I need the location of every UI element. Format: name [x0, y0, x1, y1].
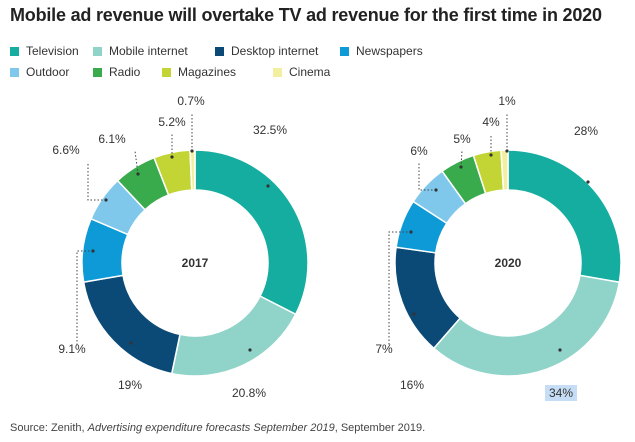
- data-label-outdoor: 6.6%: [52, 143, 80, 157]
- legend-item-television: Television: [10, 44, 79, 58]
- legend-swatch: [273, 68, 282, 77]
- source-publication: Advertising expenditure forecasts Septem…: [87, 422, 335, 434]
- legend-label: Cinema: [289, 65, 331, 79]
- label-dot: [434, 188, 438, 192]
- label-dot: [248, 348, 252, 352]
- label-dot: [412, 312, 416, 316]
- label-dot: [459, 165, 463, 169]
- slice-cinema: [189, 149, 196, 191]
- slice-mobile-internet: [432, 274, 621, 377]
- legend-swatch: [10, 68, 19, 77]
- donut-chart-2020: 2020 28% 34% 16% 7% 6% 5% 4% 1%: [375, 94, 622, 401]
- data-label-outdoor: 6%: [410, 144, 428, 158]
- label-highlight: [545, 385, 577, 401]
- slice-cinema: [500, 149, 509, 191]
- data-label-newspapers: 9.1%: [58, 342, 86, 356]
- legend-label: Desktop internet: [231, 44, 319, 58]
- legend-swatch: [10, 47, 19, 56]
- legend-swatch: [215, 47, 224, 56]
- legend-item-desktop-internet: Desktop internet: [215, 44, 318, 58]
- legend: Television Mobile internet Desktop inter…: [10, 44, 630, 84]
- leader-line: [134, 150, 139, 175]
- legend-label: Television: [26, 44, 79, 58]
- legend-swatch: [93, 47, 102, 56]
- leader-line: [87, 163, 106, 201]
- legend-item-radio: Radio: [93, 65, 140, 79]
- data-label-magazines: 5.2%: [158, 115, 186, 129]
- data-label-newspapers: 7%: [375, 342, 393, 356]
- label-dot: [558, 348, 562, 352]
- data-label-cinema: 0.7%: [177, 94, 205, 108]
- chart-center-label: 2020: [495, 256, 522, 270]
- legend-swatch: [162, 68, 171, 77]
- data-label-mobile-internet: 34%: [549, 386, 573, 400]
- label-dot: [170, 155, 174, 159]
- legend-item-outdoor: Outdoor: [10, 65, 69, 79]
- data-label-radio: 6.1%: [98, 132, 126, 146]
- leader-line: [388, 231, 411, 345]
- leader-line: [418, 163, 436, 191]
- chart-title: Mobile ad revenue will overtake TV ad re…: [10, 5, 602, 25]
- label-dot: [586, 180, 590, 184]
- label-dot: [409, 230, 413, 234]
- slice-desktop-internet: [82, 274, 181, 375]
- label-dot: [266, 184, 270, 188]
- slice-mobile-internet: [170, 295, 297, 377]
- legend-item-newspapers: Newspapers: [340, 44, 423, 58]
- data-label-television: 32.5%: [253, 123, 287, 137]
- data-label-desktop-internet: 16%: [400, 378, 424, 392]
- source-note: Source: Zenith, Advertising expenditure …: [10, 422, 426, 434]
- legend-item-cinema: Cinema: [273, 65, 330, 79]
- legend-label: Radio: [109, 65, 141, 79]
- legend-label: Mobile internet: [109, 44, 188, 58]
- label-dot: [489, 153, 493, 157]
- label-dot: [91, 249, 95, 253]
- data-label-magazines: 4%: [482, 115, 500, 129]
- legend-swatch: [93, 68, 102, 77]
- data-label-radio: 5%: [453, 132, 471, 146]
- label-dot: [129, 341, 133, 345]
- label-dot: [104, 198, 108, 202]
- chart-center-label: 2017: [182, 256, 209, 270]
- label-dot: [190, 149, 194, 153]
- legend-label: Outdoor: [26, 65, 70, 79]
- legend-swatch: [340, 47, 349, 56]
- data-label-television: 28%: [574, 124, 598, 138]
- label-dot: [505, 149, 509, 153]
- legend-label: Newspapers: [356, 44, 423, 58]
- leader-line: [460, 150, 463, 168]
- data-label-mobile-internet: 20.8%: [232, 386, 266, 400]
- data-label-cinema: 1%: [498, 94, 516, 108]
- label-dot: [136, 172, 140, 176]
- donut-chart-2017: 2017 32.5% 20.8% 19% 9.1% 6.6% 6.1% 5.2% 0.7%: [52, 94, 309, 400]
- slice-television: [194, 149, 309, 316]
- data-label-desktop-internet: 19%: [118, 378, 142, 392]
- legend-item-mobile-internet: Mobile internet: [93, 44, 188, 58]
- slice-television: [507, 149, 622, 284]
- legend-label: Magazines: [178, 65, 237, 79]
- legend-item-magazines: Magazines: [162, 65, 236, 79]
